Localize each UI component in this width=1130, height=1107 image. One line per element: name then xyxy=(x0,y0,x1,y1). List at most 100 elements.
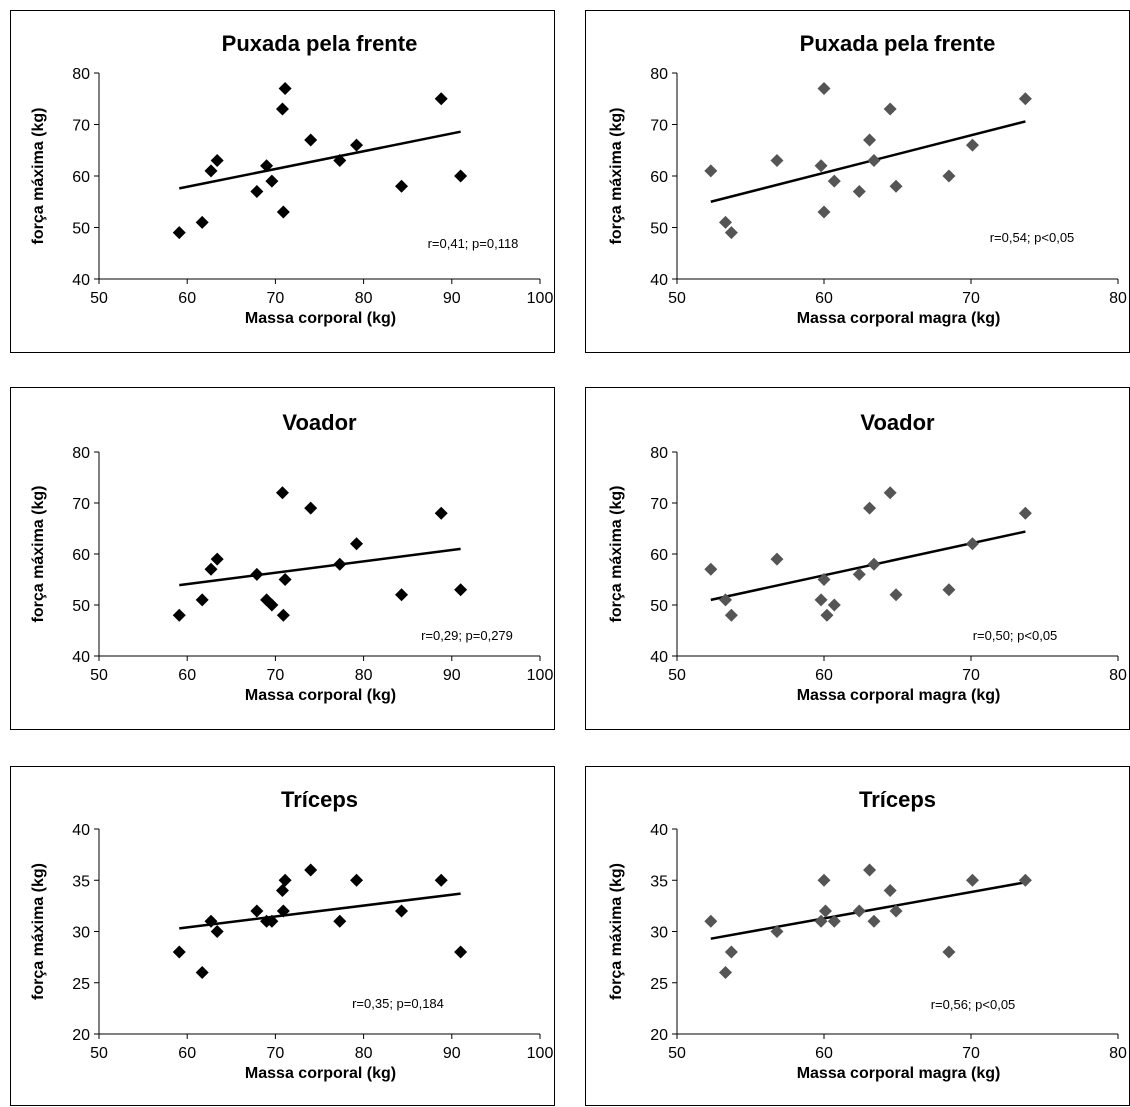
data-point xyxy=(276,608,290,622)
data-point xyxy=(1018,92,1032,106)
data-point xyxy=(454,583,468,597)
trend-line xyxy=(710,530,1026,602)
y-tick-label: 80 xyxy=(650,445,668,462)
x-tick-label: 60 xyxy=(178,290,196,307)
data-point xyxy=(434,92,448,106)
data-point xyxy=(1018,873,1032,887)
x-axis-label: Massa corporal (kg) xyxy=(245,687,396,704)
data-point xyxy=(889,179,903,193)
data-point xyxy=(942,945,956,959)
data-point xyxy=(275,884,289,897)
x-axis-label: Massa corporal magra (kg) xyxy=(797,687,1001,704)
data-point xyxy=(852,184,866,198)
data-point xyxy=(210,154,224,168)
x-tick-label: 70 xyxy=(962,667,980,684)
data-point xyxy=(265,914,279,928)
y-tick-label: 60 xyxy=(72,169,90,186)
data-point xyxy=(863,501,877,515)
x-tick-label: 70 xyxy=(962,1045,980,1062)
trend-line xyxy=(710,881,1026,940)
data-point xyxy=(719,215,733,229)
y-tick-label: 20 xyxy=(72,1027,90,1044)
y-tick-label: 35 xyxy=(72,873,90,890)
y-tick-label: 30 xyxy=(650,925,668,942)
correlation-annotation: r=0,41; p=0,118 xyxy=(428,236,519,251)
data-point xyxy=(395,904,409,918)
y-tick-label: 60 xyxy=(650,547,668,564)
data-point xyxy=(704,562,718,576)
x-tick-label: 60 xyxy=(815,1045,833,1062)
data-point xyxy=(724,226,738,240)
data-point xyxy=(304,133,318,147)
data-point xyxy=(817,873,831,887)
x-tick-label: 90 xyxy=(443,667,461,684)
y-tick-label: 25 xyxy=(72,976,90,993)
data-point xyxy=(942,169,956,183)
data-point xyxy=(276,904,290,918)
data-point xyxy=(704,914,718,928)
y-tick-label: 25 xyxy=(650,976,668,993)
data-point xyxy=(195,966,209,979)
data-point xyxy=(172,945,186,959)
y-axis-label: força máxima (kg) xyxy=(608,486,625,623)
y-axis-label: força máxima (kg) xyxy=(30,108,47,245)
y-tick-label: 40 xyxy=(650,272,668,289)
x-tick-label: 50 xyxy=(90,667,108,684)
data-point xyxy=(883,486,897,500)
chart-title: Tríceps xyxy=(859,787,936,812)
correlation-annotation: r=0,56; p<0,05 xyxy=(931,997,1016,1012)
data-point xyxy=(275,486,289,500)
data-point xyxy=(204,562,218,576)
data-point xyxy=(395,179,409,193)
data-point xyxy=(304,863,318,877)
data-point xyxy=(210,925,224,938)
data-point xyxy=(195,593,209,607)
data-point xyxy=(333,557,347,571)
trend-line xyxy=(179,130,461,190)
data-point xyxy=(704,164,718,178)
y-tick-label: 70 xyxy=(72,496,90,513)
data-point xyxy=(817,81,831,95)
data-point xyxy=(724,608,738,622)
data-point xyxy=(827,598,841,612)
y-axis-label: força máxima (kg) xyxy=(30,863,47,1000)
data-point xyxy=(250,567,264,581)
x-tick-label: 80 xyxy=(355,1045,373,1062)
chart-title: Puxada pela frente xyxy=(222,31,418,56)
y-tick-label: 50 xyxy=(650,221,668,238)
data-point xyxy=(278,873,292,887)
chart-title: Voador xyxy=(860,410,935,435)
x-tick-label: 90 xyxy=(443,290,461,307)
scatter-chart: Tríceps 20 25 30 35 40 50 60 70 80 90 100 Massa corp… xyxy=(30,787,553,1082)
y-tick-label: 40 xyxy=(650,649,668,666)
data-point xyxy=(250,184,264,198)
correlation-annotation: r=0,35; p=0,184 xyxy=(352,996,444,1011)
x-tick-label: 80 xyxy=(1109,1045,1127,1062)
data-point xyxy=(204,914,218,928)
chart-title: Voador xyxy=(282,410,357,435)
x-tick-label: 50 xyxy=(90,290,108,307)
chart-title: Tríceps xyxy=(281,787,358,812)
y-tick-label: 40 xyxy=(72,272,90,289)
data-point xyxy=(770,552,784,566)
data-point xyxy=(863,133,877,147)
data-point xyxy=(210,552,224,566)
data-point xyxy=(250,904,264,918)
correlation-annotation: r=0,29; p=0,279 xyxy=(421,628,513,643)
data-point xyxy=(1018,506,1032,520)
trend-line xyxy=(179,892,461,930)
data-point xyxy=(814,593,828,607)
y-tick-label: 70 xyxy=(650,118,668,135)
y-axis-label: força máxima (kg) xyxy=(608,108,625,245)
y-tick-label: 30 xyxy=(72,925,90,942)
data-point xyxy=(350,537,364,551)
x-axis-label: Massa corporal (kg) xyxy=(245,310,396,327)
data-point xyxy=(965,537,979,551)
x-tick-label: 60 xyxy=(815,667,833,684)
data-point xyxy=(889,588,903,602)
y-tick-label: 40 xyxy=(72,649,90,666)
data-point xyxy=(965,873,979,887)
y-tick-label: 20 xyxy=(650,1027,668,1044)
x-tick-label: 70 xyxy=(267,290,285,307)
